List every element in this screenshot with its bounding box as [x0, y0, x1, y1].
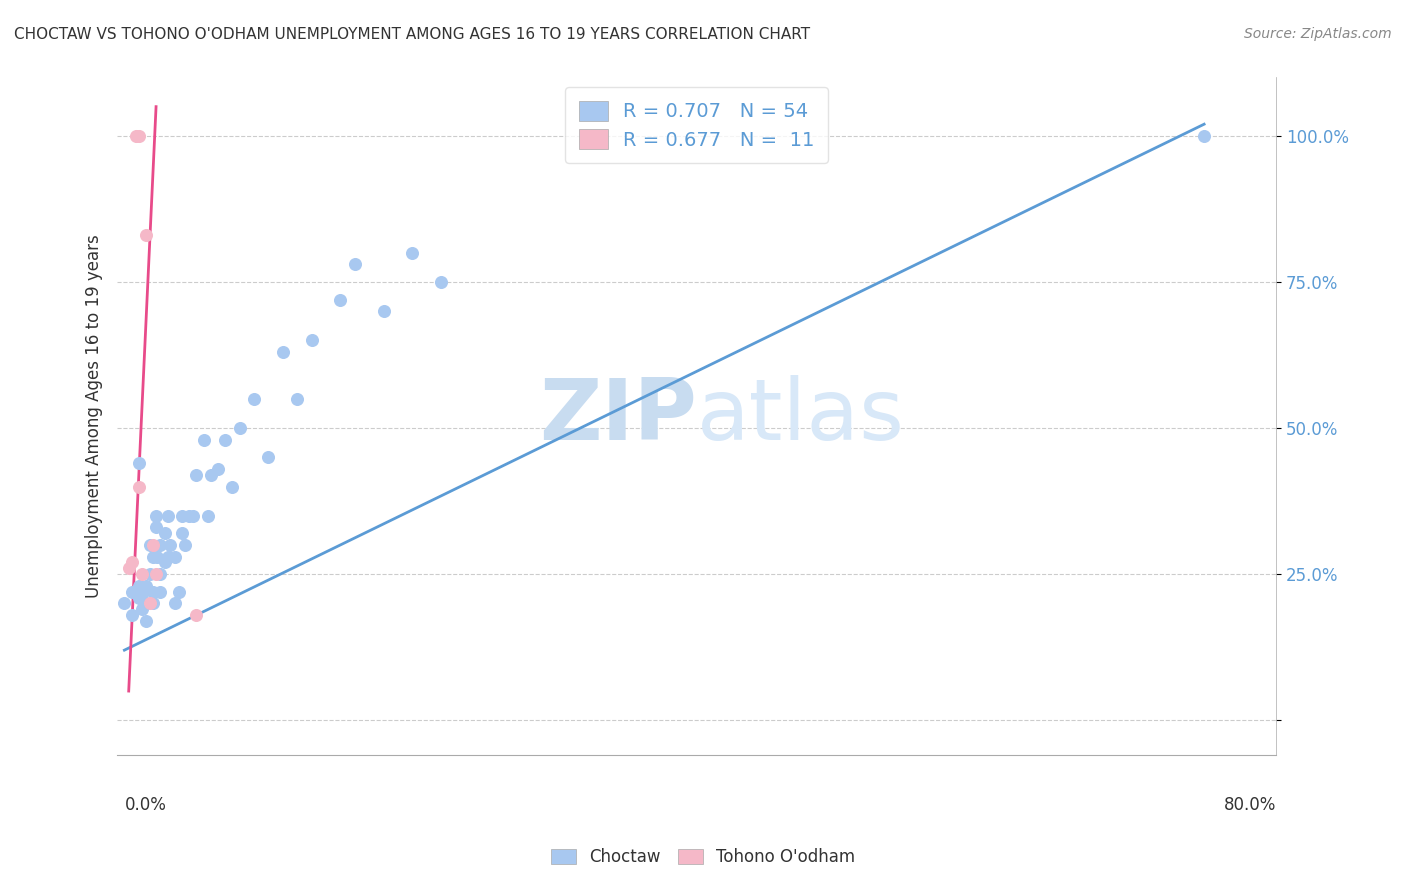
Point — [145, 520, 167, 534]
Point — [170, 508, 193, 523]
Point — [121, 608, 143, 623]
Point — [121, 584, 143, 599]
Point — [135, 228, 157, 243]
Point — [145, 508, 167, 523]
Point — [214, 433, 236, 447]
Point — [128, 479, 150, 493]
Point — [179, 508, 201, 523]
Point — [135, 596, 157, 610]
Point — [135, 614, 157, 628]
Point — [112, 596, 135, 610]
Point — [142, 584, 165, 599]
Point — [145, 567, 167, 582]
Point — [153, 526, 176, 541]
Point — [207, 462, 229, 476]
Point — [156, 549, 179, 564]
Point — [186, 467, 208, 482]
Legend: Choctaw, Tohono O'odham: Choctaw, Tohono O'odham — [543, 840, 863, 875]
Point — [149, 584, 172, 599]
Point — [128, 591, 150, 605]
Point — [142, 538, 165, 552]
Point — [285, 392, 308, 406]
Text: 80.0%: 80.0% — [1223, 796, 1277, 814]
Point — [146, 549, 169, 564]
Point — [183, 508, 205, 523]
Point — [118, 561, 141, 575]
Point — [149, 538, 172, 552]
Point — [243, 392, 266, 406]
Point — [139, 567, 162, 582]
Point — [186, 608, 208, 623]
Point — [142, 549, 165, 564]
Point — [128, 579, 150, 593]
Point — [125, 128, 148, 143]
Point — [156, 508, 179, 523]
Point — [329, 293, 352, 307]
Point — [257, 450, 280, 465]
Text: CHOCTAW VS TOHONO O'ODHAM UNEMPLOYMENT AMONG AGES 16 TO 19 YEARS CORRELATION CHA: CHOCTAW VS TOHONO O'ODHAM UNEMPLOYMENT A… — [14, 27, 810, 42]
Point — [121, 556, 143, 570]
Point — [301, 334, 323, 348]
Point — [167, 584, 190, 599]
Point — [128, 128, 150, 143]
Y-axis label: Unemployment Among Ages 16 to 19 years: Unemployment Among Ages 16 to 19 years — [86, 235, 103, 599]
Point — [200, 467, 222, 482]
Point — [163, 549, 186, 564]
Point — [128, 456, 150, 470]
Point — [159, 538, 181, 552]
Point — [142, 596, 165, 610]
Point — [271, 345, 294, 359]
Point — [139, 538, 162, 552]
Point — [135, 579, 157, 593]
Point — [149, 567, 172, 582]
Point — [139, 596, 162, 610]
Legend: R = 0.707   N = 54, R = 0.677   N =  11: R = 0.707 N = 54, R = 0.677 N = 11 — [565, 87, 828, 163]
Point — [228, 421, 250, 435]
Point — [1192, 128, 1215, 143]
Point — [373, 304, 395, 318]
Text: Source: ZipAtlas.com: Source: ZipAtlas.com — [1244, 27, 1392, 41]
Point — [401, 245, 423, 260]
Point — [430, 275, 453, 289]
Point — [197, 508, 219, 523]
Point — [221, 479, 243, 493]
Point — [163, 596, 186, 610]
Text: 0.0%: 0.0% — [124, 796, 166, 814]
Point — [131, 567, 153, 582]
Point — [153, 556, 176, 570]
Point — [343, 257, 366, 271]
Point — [193, 433, 215, 447]
Text: ZIP: ZIP — [538, 375, 696, 458]
Text: atlas: atlas — [696, 375, 904, 458]
Point — [132, 584, 155, 599]
Point — [173, 538, 195, 552]
Point — [131, 602, 153, 616]
Point — [170, 526, 193, 541]
